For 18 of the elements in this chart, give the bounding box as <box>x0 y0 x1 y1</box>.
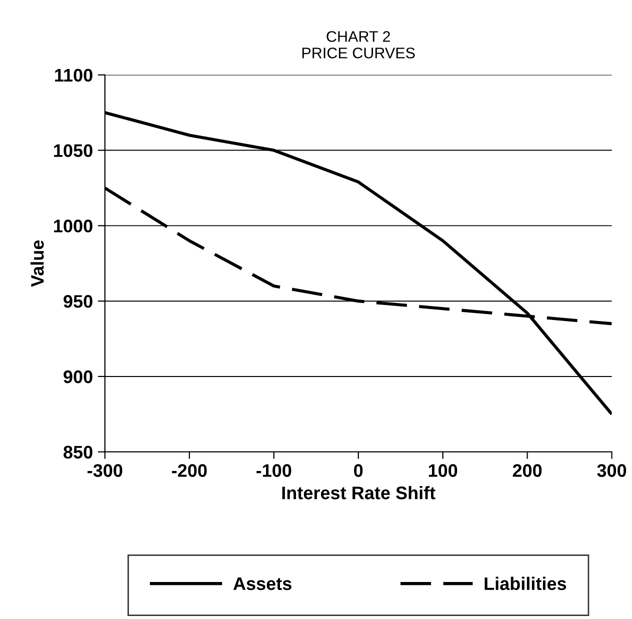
x-tick-label: 200 <box>512 464 542 477</box>
y-tick-label: 1000 <box>54 220 92 232</box>
y-tick-label: 1100 <box>55 68 92 82</box>
x-axis-title: Interest Rate Shift <box>282 486 436 500</box>
y-tick-label: 950 <box>64 295 92 308</box>
y-axis-title: Value <box>30 240 44 287</box>
y-tick-label: 1050 <box>54 144 92 158</box>
legend-label: Assets <box>233 577 292 590</box>
y-tick-label: 850 <box>64 446 92 459</box>
chart-title: CHART 2 PRICE CURVES <box>302 31 415 58</box>
x-tick-label: 300 <box>597 464 626 477</box>
y-tick-label: 900 <box>64 370 92 384</box>
x-tick-label: -300 <box>88 464 122 477</box>
x-tick-label: -100 <box>256 464 292 477</box>
x-tick-label: -200 <box>172 464 207 477</box>
x-tick-label: 100 <box>428 464 458 477</box>
x-tick-label: 0 <box>354 464 363 477</box>
legend-label: Liabilities <box>484 576 566 590</box>
